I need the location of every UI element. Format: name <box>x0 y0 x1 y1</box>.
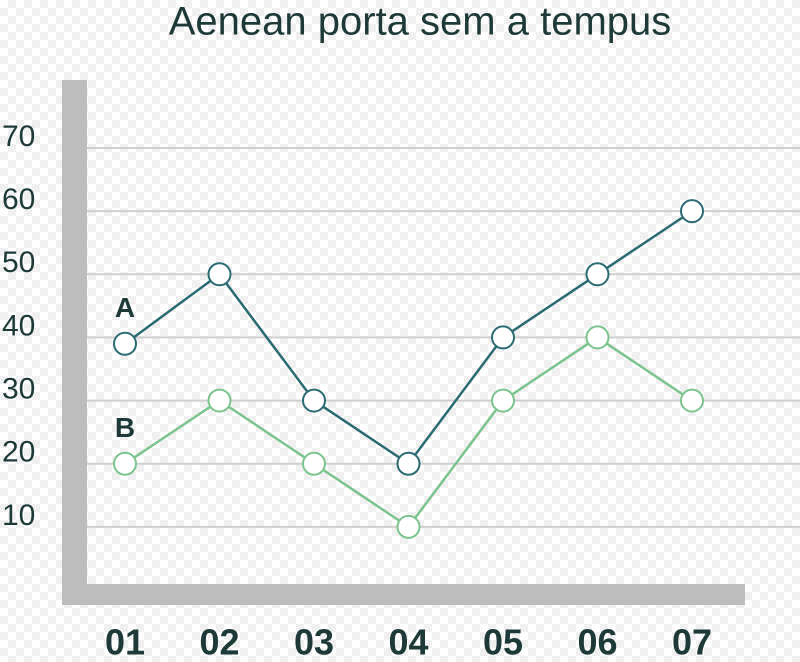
point <box>302 451 326 476</box>
x-tick-label: 01 <box>105 622 145 662</box>
x-tick-label: 04 <box>388 622 428 662</box>
point <box>207 262 232 287</box>
y-tick-label: 40 <box>2 309 35 342</box>
point <box>491 388 515 413</box>
x-tick-label: 03 <box>294 622 334 662</box>
y-axis <box>62 80 87 605</box>
point <box>680 199 704 224</box>
y-tick-label: 20 <box>2 436 35 469</box>
x-axis <box>62 584 745 605</box>
point <box>113 331 137 356</box>
x-tick-label: 07 <box>672 622 712 662</box>
x-tick-label: 05 <box>483 622 523 662</box>
x-tick-label: 06 <box>577 622 617 662</box>
point <box>396 514 421 539</box>
y-tick-label: 70 <box>2 120 35 153</box>
series-label: A <box>115 292 135 323</box>
point <box>585 325 610 350</box>
point <box>302 388 326 413</box>
y-tick-label: 50 <box>2 246 35 279</box>
y-tick-label: 10 <box>2 499 35 532</box>
x-tick-label: 02 <box>199 622 239 662</box>
y-tick-label: 30 <box>2 372 35 405</box>
point <box>680 388 704 413</box>
series-line <box>124 335 693 529</box>
series-label: B <box>115 412 135 443</box>
chart-title: Aenean porta sem a tempus <box>169 0 672 44</box>
y-tick-label: 60 <box>2 183 35 216</box>
point <box>491 325 515 350</box>
point <box>113 451 137 476</box>
point <box>207 388 232 413</box>
point <box>585 262 610 287</box>
point <box>396 451 421 476</box>
